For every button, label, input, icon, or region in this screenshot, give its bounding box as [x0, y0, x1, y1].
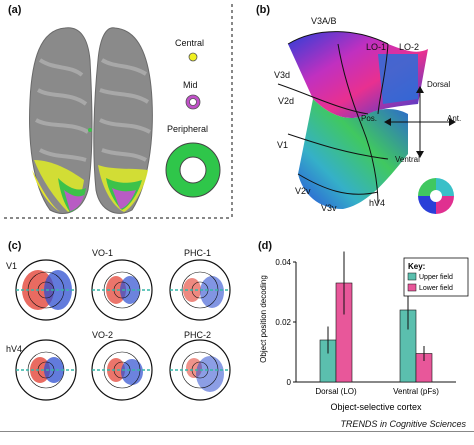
- legend-central-label: Central: [175, 38, 205, 48]
- plot-vo2: [91, 339, 153, 401]
- roi-phc2-label: PHC-2: [184, 330, 212, 340]
- plot-vo1: [91, 259, 153, 321]
- area-lo2: LO-2: [399, 42, 420, 52]
- panel-a-dashed-border: [4, 4, 233, 219]
- roi-v1-label: V1: [6, 261, 18, 271]
- bar-chart: Object position decoding 0 0.02 0.04 Dorsa…: [259, 251, 469, 412]
- receptive-field-plots: [15, 259, 231, 401]
- panel-a-label: (a): [8, 4, 22, 16]
- area-v3d: V3d: [274, 70, 291, 80]
- panel-d-label: (d): [258, 240, 273, 252]
- peripheral-ring-swatch: [165, 142, 221, 198]
- area-hv4: hV4: [369, 198, 386, 208]
- plot-phc1: [169, 259, 231, 321]
- area-v2v: V2v: [295, 186, 311, 196]
- footer-divider: [0, 431, 474, 432]
- legend-swatch-upper: [407, 272, 417, 281]
- x-category-label: Ventral (pFs): [393, 387, 439, 396]
- inflated-brain-figure: [29, 27, 153, 214]
- x-axis-label: Object-selective cortex: [330, 402, 422, 412]
- direction-ventral: Ventral: [395, 155, 420, 164]
- y-tick-label: 0: [287, 378, 292, 387]
- plot-v1: [15, 259, 77, 321]
- panel-b-label: (b): [256, 4, 271, 16]
- area-v1: V1: [277, 140, 289, 150]
- x-category-label: Dorsal (LO): [315, 387, 357, 396]
- area-v3v: V3v: [321, 203, 337, 213]
- roi-hv4-label: hV4: [6, 344, 23, 354]
- plot-phc2: [169, 339, 231, 401]
- legend-mid-label: Mid: [183, 80, 198, 90]
- legend-swatch-lower: [407, 283, 417, 292]
- direction-dorsal: Dorsal: [427, 80, 451, 89]
- panel-c-label: (c): [8, 240, 22, 252]
- y-tick-label: 0.02: [275, 318, 291, 327]
- legend-peripheral-label: Peripheral: [167, 124, 209, 134]
- direction-cross-icon: [384, 86, 456, 158]
- flat-map-figure: [277, 31, 433, 209]
- legend-lower-label: Lower field: [419, 285, 453, 292]
- mid-ring-swatch: [185, 94, 201, 110]
- area-v2d: V2d: [278, 96, 295, 106]
- roi-phc1-label: PHC-1: [184, 248, 212, 258]
- legend-upper-label: Upper field: [419, 274, 453, 281]
- area-v3ab: V3A/B: [311, 16, 337, 26]
- area-lo1: LO-1: [366, 42, 387, 52]
- y-axis-label: Object position decoding: [259, 275, 268, 363]
- central-ring-swatch: [188, 52, 198, 62]
- roi-vo1-label: VO-1: [92, 248, 114, 258]
- roi-vo2-label: VO-2: [92, 330, 114, 340]
- right-hemisphere: [93, 27, 153, 214]
- source-credit: TRENDS in Cognitive Sciences: [340, 419, 466, 429]
- direction-posterior: Pos.: [361, 114, 378, 123]
- y-tick-label: 0.04: [275, 258, 291, 267]
- plot-hv4: [15, 339, 77, 401]
- legend-title: Key:: [408, 262, 425, 271]
- direction-anterior: Ant.: [447, 114, 462, 123]
- color-wheel-key-icon: [418, 178, 454, 214]
